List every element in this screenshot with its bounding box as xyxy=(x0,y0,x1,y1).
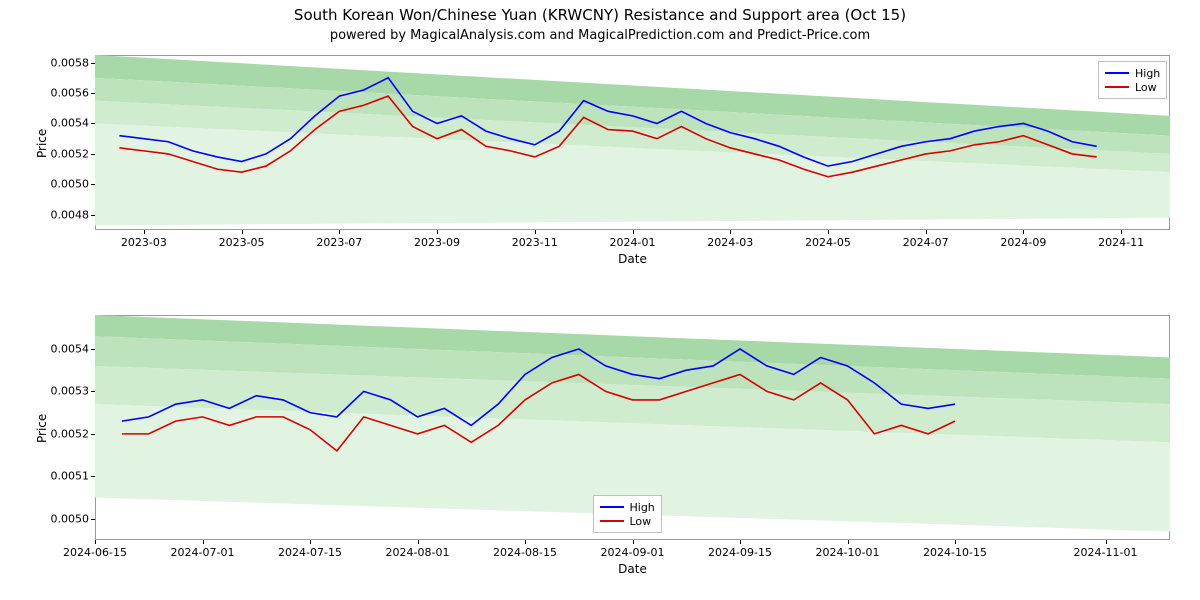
y-tick-label: 0.0050 xyxy=(51,178,90,191)
x-tick-label: 2023-09 xyxy=(414,236,460,249)
x-tick xyxy=(633,230,634,234)
y-tick xyxy=(91,391,95,392)
y-tick-label: 0.0054 xyxy=(51,342,90,355)
chart-subtitle: powered by MagicalAnalysis.com and Magic… xyxy=(0,28,1200,43)
x-tick xyxy=(242,230,243,234)
y-tick xyxy=(91,519,95,520)
y-tick-label: 0.0053 xyxy=(51,385,90,398)
x-tick-label: 2023-03 xyxy=(121,236,167,249)
y-tick-label: 0.0050 xyxy=(51,512,90,525)
x-tick xyxy=(828,230,829,234)
x-tick-label: 2024-08-15 xyxy=(493,546,557,559)
x-axis-label: Date xyxy=(95,562,1170,576)
legend-row: High xyxy=(600,500,655,514)
legend-swatch xyxy=(600,506,624,508)
legend: HighLow xyxy=(593,495,662,533)
y-tick-label: 0.0052 xyxy=(51,427,90,440)
x-tick-label: 2023-05 xyxy=(219,236,265,249)
legend: HighLow xyxy=(1098,61,1167,99)
y-tick xyxy=(91,349,95,350)
x-tick-label: 2024-09 xyxy=(1000,236,1046,249)
x-tick xyxy=(633,540,634,544)
x-tick-label: 2024-07 xyxy=(903,236,949,249)
x-tick xyxy=(1023,230,1024,234)
x-tick-label: 2024-09-15 xyxy=(708,546,772,559)
y-axis-label: Price xyxy=(35,128,49,157)
x-tick xyxy=(730,230,731,234)
x-tick-label: 2024-05 xyxy=(805,236,851,249)
x-tick-label: 2024-01 xyxy=(610,236,656,249)
y-tick-label: 0.0058 xyxy=(51,56,90,69)
x-tick xyxy=(955,540,956,544)
x-tick xyxy=(203,540,204,544)
y-tick-label: 0.0051 xyxy=(51,470,90,483)
x-tick xyxy=(1106,540,1107,544)
x-tick-label: 2024-10-01 xyxy=(816,546,880,559)
x-tick xyxy=(535,230,536,234)
x-tick xyxy=(926,230,927,234)
legend-swatch xyxy=(1105,72,1129,74)
x-tick xyxy=(525,540,526,544)
x-axis-label: Date xyxy=(95,252,1170,266)
y-tick xyxy=(91,184,95,185)
x-tick-label: 2024-10-15 xyxy=(923,546,987,559)
legend-row: High xyxy=(1105,66,1160,80)
legend-label: High xyxy=(1135,67,1160,80)
y-tick-label: 0.0056 xyxy=(51,87,90,100)
chart-title: South Korean Won/Chinese Yuan (KRWCNY) R… xyxy=(0,6,1200,24)
x-tick-label: 2024-11-01 xyxy=(1074,546,1138,559)
y-tick xyxy=(91,123,95,124)
x-tick-label: 2024-03 xyxy=(707,236,753,249)
x-tick xyxy=(418,540,419,544)
x-tick-label: 2024-08-01 xyxy=(386,546,450,559)
x-tick xyxy=(1121,230,1122,234)
y-tick xyxy=(91,154,95,155)
legend-label: Low xyxy=(630,515,652,528)
y-tick-label: 0.0054 xyxy=(51,117,90,130)
legend-label: High xyxy=(630,501,655,514)
x-tick-label: 2023-07 xyxy=(316,236,362,249)
y-tick xyxy=(91,215,95,216)
top-chart-svg xyxy=(95,55,1170,230)
legend-swatch xyxy=(1105,86,1129,88)
x-tick xyxy=(437,230,438,234)
x-tick-label: 2024-09-01 xyxy=(601,546,665,559)
x-tick-label: 2024-11 xyxy=(1098,236,1144,249)
y-tick xyxy=(91,63,95,64)
y-tick-label: 0.0052 xyxy=(51,147,90,160)
y-tick xyxy=(91,93,95,94)
figure: South Korean Won/Chinese Yuan (KRWCNY) R… xyxy=(0,0,1200,600)
x-tick-label: 2024-06-15 xyxy=(63,546,127,559)
y-tick xyxy=(91,476,95,477)
x-tick xyxy=(310,540,311,544)
x-tick xyxy=(848,540,849,544)
x-tick xyxy=(95,540,96,544)
y-tick-label: 0.0048 xyxy=(51,208,90,221)
legend-swatch xyxy=(600,520,624,522)
legend-row: Low xyxy=(600,514,655,528)
x-tick-label: 2023-11 xyxy=(512,236,558,249)
x-tick xyxy=(740,540,741,544)
y-axis-label: Price xyxy=(35,413,49,442)
y-tick xyxy=(91,434,95,435)
x-tick-label: 2024-07-01 xyxy=(171,546,235,559)
x-tick xyxy=(339,230,340,234)
legend-row: Low xyxy=(1105,80,1160,94)
x-tick xyxy=(144,230,145,234)
x-tick-label: 2024-07-15 xyxy=(278,546,342,559)
legend-label: Low xyxy=(1135,81,1157,94)
